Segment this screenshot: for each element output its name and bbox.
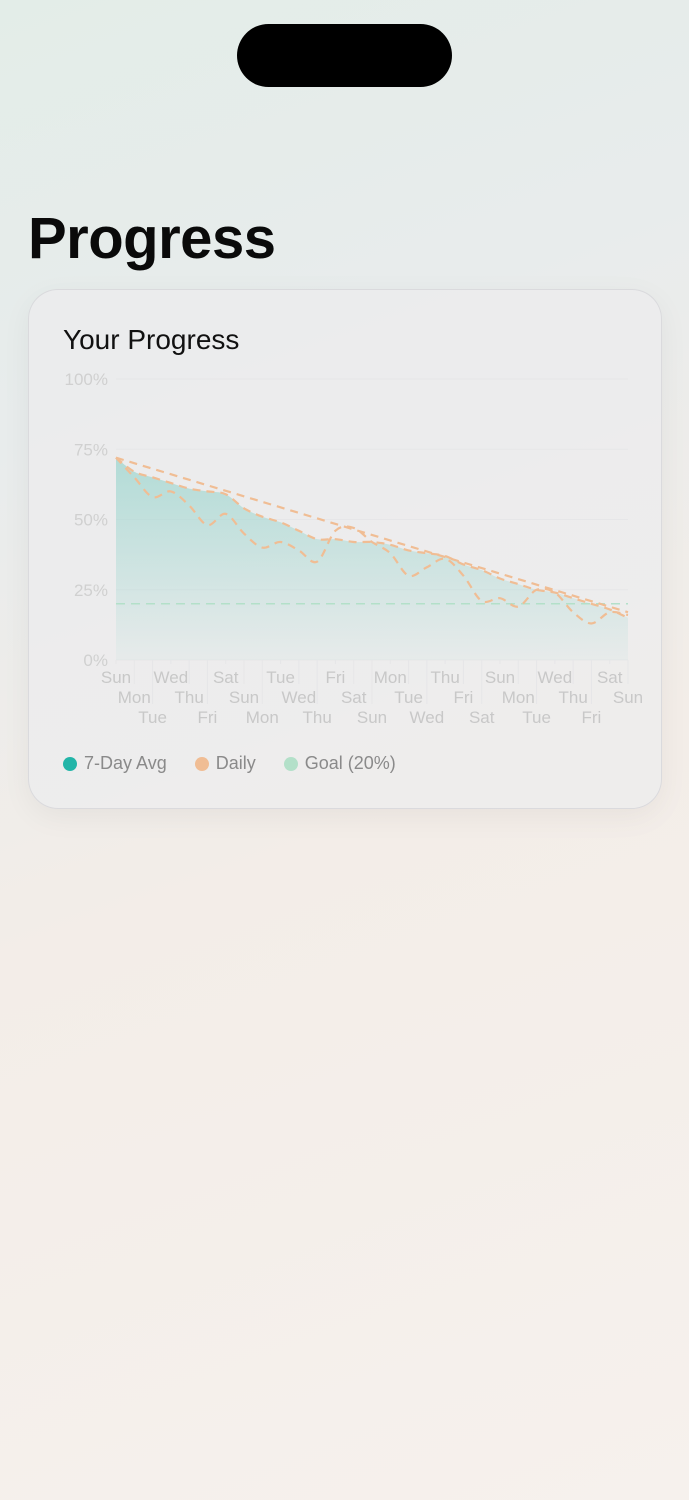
x-tick-label: Sun [485, 668, 515, 687]
x-tick-label: Sat [213, 668, 239, 687]
legend-dot [194, 756, 209, 771]
legend-label: Goal (20%) [304, 753, 396, 773]
x-tick-label: Thu [302, 708, 331, 727]
y-tick-label: 0% [83, 651, 108, 670]
x-tick-label: Mon [246, 708, 279, 727]
avg-line [115, 456, 629, 619]
legend-item-avg: 7-Day Avg [63, 753, 167, 774]
legend-label: 7-Day Avg [84, 753, 167, 773]
x-tick-label: Wed [538, 668, 573, 687]
x-tick-label: Sun [357, 708, 387, 727]
legend-item-goal: Goal (20%) [283, 753, 396, 774]
y-tick-label: 25% [74, 581, 108, 600]
x-tick-label: Sun [229, 688, 259, 707]
x-tick-label: Sat [341, 688, 367, 707]
progress-chart: 0%25%50%75%100%SunMonTueWedThuFriSatSunM… [65, 370, 644, 727]
x-tick-label: Fri [198, 708, 218, 727]
x-tick-label: Mon [118, 688, 151, 707]
daily-line [115, 456, 629, 625]
chart-legend: 7-Day Avg Daily Goal (20%) [63, 753, 396, 774]
progress-card: Your Progress 0% 25% 50% 75% 100% Sun Mon Tue We… [28, 289, 662, 809]
x-tick-label: Thu [174, 688, 203, 707]
legend-item-daily: Daily [194, 753, 256, 774]
trend-line [115, 456, 629, 614]
x-tick-label: Tue [138, 708, 167, 727]
avg-area [116, 457, 628, 660]
legend-label: Daily [215, 753, 256, 773]
x-tick-label: Thu [558, 688, 587, 707]
x-tick-label: Fri [582, 708, 602, 727]
dynamic-island [237, 24, 452, 87]
y-tick-label: 100% [65, 370, 108, 389]
x-tick-label: Tue [394, 688, 423, 707]
x-tick-label: Sun [613, 688, 643, 707]
x-tick-label: Fri [326, 668, 346, 687]
x-tick-label: Mon [502, 688, 535, 707]
x-tick-label: Tue [522, 708, 551, 727]
y-tick-label: 50% [74, 511, 108, 530]
x-tick-label: Wed [282, 688, 317, 707]
legend-dot [63, 756, 77, 771]
x-tick-label: Fri [454, 688, 474, 707]
card-title: Your Progress [63, 324, 240, 355]
x-tick-label: Tue [266, 668, 295, 687]
x-tick-label: Sat [597, 668, 623, 687]
y-tick-label: 75% [74, 440, 108, 459]
x-tick-label: Thu [430, 668, 459, 687]
x-tick-label: Wed [154, 668, 189, 687]
x-tick-label: Sun [101, 668, 131, 687]
x-tick-label: Wed [410, 708, 445, 727]
legend-dot [283, 756, 298, 771]
x-tick-label: Sat [469, 708, 495, 727]
x-tick-label: Mon [374, 668, 407, 687]
page-title: Progress [28, 206, 276, 271]
